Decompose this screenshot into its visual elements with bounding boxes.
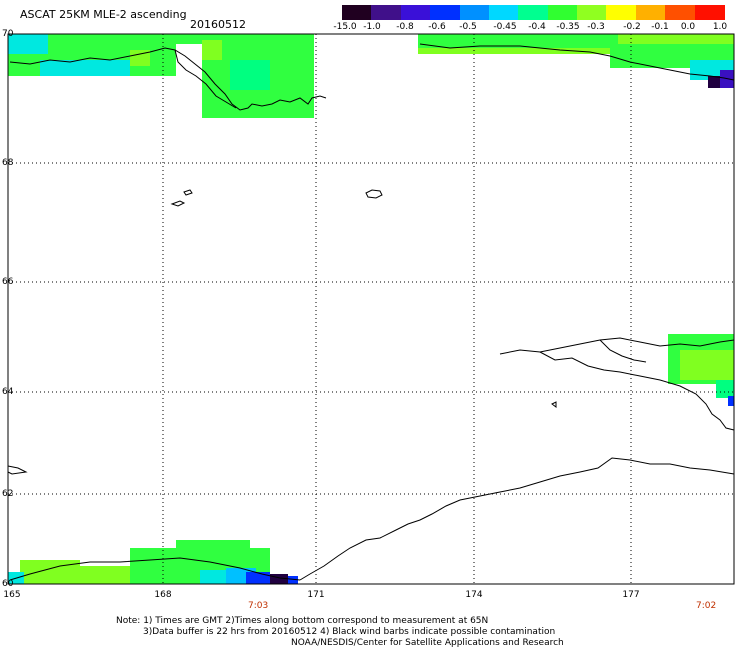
island-1 xyxy=(170,200,186,207)
longitude-label: 168 xyxy=(154,590,172,600)
color-scale-label: -0.6 xyxy=(428,22,446,32)
longitude-label: 174 xyxy=(465,590,483,600)
color-scale-label: -0.8 xyxy=(396,22,414,32)
latitude-label: 66 xyxy=(2,277,14,287)
coast-west-mid xyxy=(7,465,28,475)
note-line-3: NOAA/NESDIS/Center for Satellite Applica… xyxy=(291,638,564,648)
wind-cell xyxy=(176,34,204,44)
color-scale-segment xyxy=(547,5,579,20)
coast-alaska-north xyxy=(419,43,735,81)
wind-cell xyxy=(418,34,618,48)
wind-cell xyxy=(708,76,722,88)
coast-norton xyxy=(539,351,735,431)
pass-time-left: 7:03 xyxy=(248,601,269,611)
coast-chukotka-north xyxy=(9,47,327,111)
coast-bottom-left xyxy=(9,557,301,581)
coast-seward-inlet xyxy=(599,339,647,363)
longitude-label: 177 xyxy=(622,590,640,600)
wind-cell xyxy=(202,40,222,60)
wind-cell xyxy=(230,60,270,90)
plot-title: ASCAT 25KM MLE-2 ascending xyxy=(20,8,187,21)
latitude-label: 70 xyxy=(2,29,14,39)
wind-cell xyxy=(20,560,80,584)
latitude-label: 68 xyxy=(2,158,14,168)
data-swaths xyxy=(8,34,734,584)
color-scale-label: -0.4 xyxy=(528,22,546,32)
note-line-2: 3)Data buffer is 22 hrs from 20160512 4)… xyxy=(143,627,556,637)
wind-cell xyxy=(716,380,734,398)
color-scale-bar xyxy=(342,5,725,20)
wind-cell xyxy=(246,572,270,584)
color-scale-segment xyxy=(430,5,461,20)
longitude-label: 171 xyxy=(307,590,325,600)
plot-date: 20160512 xyxy=(190,18,246,31)
wind-cell xyxy=(728,396,734,406)
wind-cell xyxy=(130,50,150,66)
color-scale-label: -0.35 xyxy=(556,22,580,32)
color-scale-segment xyxy=(371,5,402,20)
wind-cell xyxy=(80,566,130,584)
color-scale-segment xyxy=(665,5,696,20)
longitude-label: 165 xyxy=(3,590,21,600)
latitude-label: 62 xyxy=(2,489,14,499)
color-scale-label: -0.3 xyxy=(587,22,605,32)
color-scale-segment xyxy=(342,5,373,20)
wind-cell xyxy=(270,574,288,584)
color-scale-label: -1.0 xyxy=(363,22,381,32)
color-scale-segment xyxy=(694,5,725,20)
coast-alaska-south xyxy=(299,457,735,581)
color-scale-label: -0.1 xyxy=(651,22,669,32)
color-scale-label: -0.2 xyxy=(623,22,641,32)
wind-cell xyxy=(288,576,298,584)
color-scale-label: -0.5 xyxy=(459,22,477,32)
wind-cell xyxy=(680,350,734,380)
map-frame xyxy=(7,33,735,585)
color-scale-segment xyxy=(488,5,520,20)
latitude-label: 60 xyxy=(2,579,14,589)
island-2 xyxy=(183,189,193,196)
wind-cell xyxy=(176,540,250,550)
color-scale-label: -0.45 xyxy=(493,22,517,32)
color-scale-segment xyxy=(606,5,637,20)
color-scale-segment xyxy=(577,5,608,20)
latitude-label: 64 xyxy=(2,387,14,397)
color-scale-segment xyxy=(400,5,432,20)
island-4 xyxy=(551,401,557,408)
pass-time-right: 7:02 xyxy=(696,601,717,611)
coastline xyxy=(7,43,735,581)
color-scale-label: -15.0 xyxy=(333,22,357,32)
wind-cell xyxy=(8,34,48,54)
color-scale-label: 0.0 xyxy=(680,22,696,32)
graticule xyxy=(7,33,735,585)
note-line-1: Note: 1) Times are GMT 2)Times along bot… xyxy=(116,616,489,626)
color-scale-label: 1.0 xyxy=(712,22,728,32)
coast-cape xyxy=(174,49,237,109)
color-scale-segment xyxy=(518,5,549,20)
color-scale-segment xyxy=(635,5,667,20)
wind-cell xyxy=(262,100,314,118)
color-scale-segment xyxy=(459,5,490,20)
wind-cell xyxy=(40,60,130,76)
island-3 xyxy=(365,189,383,199)
